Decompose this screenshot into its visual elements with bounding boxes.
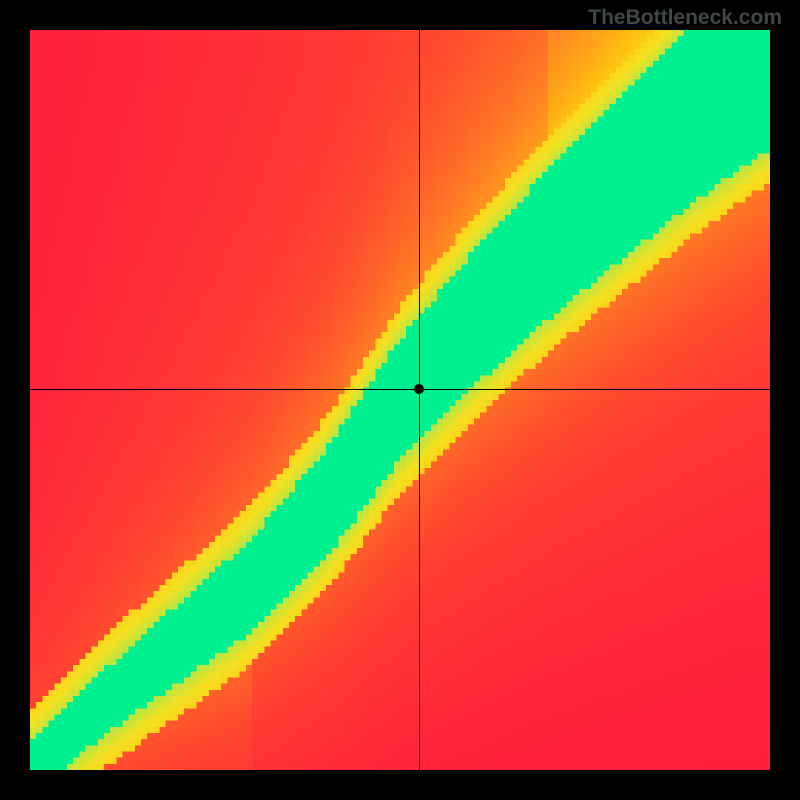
plot-area [30,30,770,770]
crosshair-horizontal [30,389,770,391]
crosshair-vertical [419,30,421,770]
watermark-text: TheBottleneck.com [588,6,782,30]
heatmap-canvas [30,30,770,770]
crosshair-marker [414,384,424,394]
